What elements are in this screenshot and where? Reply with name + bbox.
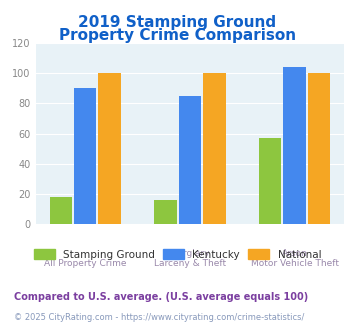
Bar: [283, 67, 306, 224]
Bar: [179, 96, 201, 224]
Text: All Property Crime: All Property Crime: [44, 259, 126, 268]
Text: © 2025 CityRating.com - https://www.cityrating.com/crime-statistics/: © 2025 CityRating.com - https://www.city…: [14, 314, 305, 322]
Text: Motor Vehicle Theft: Motor Vehicle Theft: [251, 259, 339, 268]
Bar: [98, 73, 121, 224]
Text: Arson: Arson: [282, 248, 307, 258]
Text: Burglary: Burglary: [171, 248, 209, 258]
Bar: [50, 197, 72, 224]
Text: Property Crime Comparison: Property Crime Comparison: [59, 28, 296, 43]
Bar: [74, 88, 97, 224]
Bar: [154, 200, 177, 224]
Bar: [308, 73, 330, 224]
Bar: [259, 138, 282, 224]
Text: Compared to U.S. average. (U.S. average equals 100): Compared to U.S. average. (U.S. average …: [14, 292, 308, 302]
Text: 2019 Stamping Ground: 2019 Stamping Ground: [78, 15, 277, 30]
Text: Larceny & Theft: Larceny & Theft: [154, 259, 226, 268]
Bar: [203, 73, 225, 224]
Legend: Stamping Ground, Kentucky, National: Stamping Ground, Kentucky, National: [30, 245, 325, 264]
